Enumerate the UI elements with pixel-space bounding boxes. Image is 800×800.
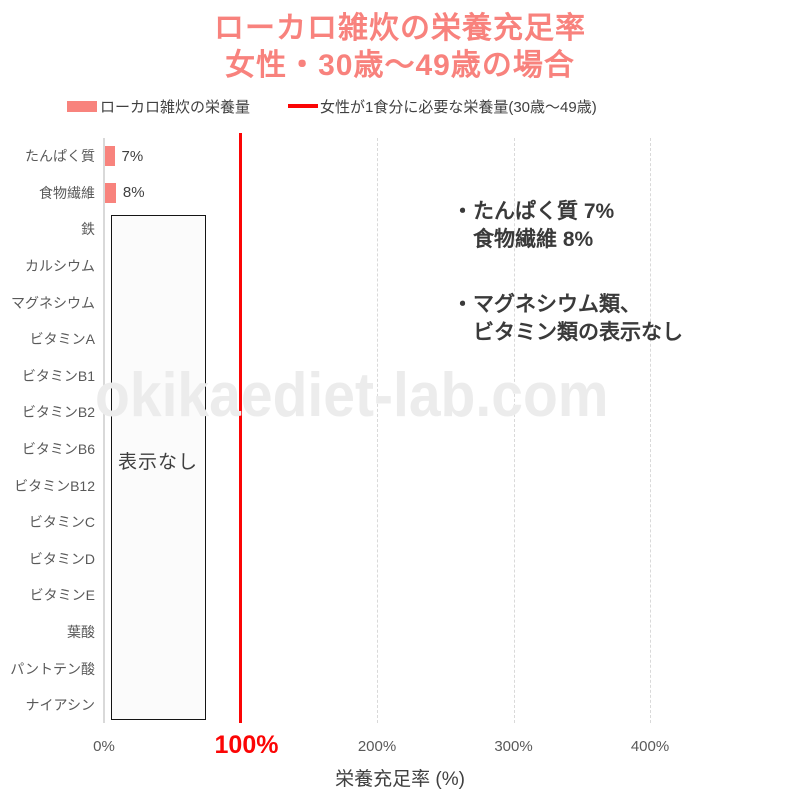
x-tick: 0% [93, 738, 115, 755]
chart-title-line-2: 女性・30歳〜49歳の場合 [225, 49, 575, 82]
y-axis-line [103, 138, 105, 723]
x-axis-title: 栄養充足率 (%) [335, 769, 465, 790]
bar-value-label: 8% [122, 184, 145, 202]
category-label: ビタミンB2 [21, 404, 95, 421]
bar [105, 182, 116, 203]
category-label: ビタミンE [29, 587, 95, 604]
category-label: ビタミンB6 [21, 441, 95, 458]
gridline [377, 138, 378, 723]
annotation-line: ビタミン類の表示なし [473, 321, 683, 344]
bar-value-label: 7% [121, 147, 144, 165]
category-label: ビタミンC [28, 514, 95, 531]
legend-label: 女性が1食分に必要な栄養量(30歳〜49歳) [320, 98, 597, 116]
bar [105, 146, 115, 167]
annotation-no-display: ・マグネシウム類、 ビタミン類の表示なし [452, 291, 683, 347]
watermark: okikaediet-lab.com [95, 361, 609, 430]
category-label: カルシウム [25, 258, 95, 275]
annotation-protein-fiber: ・たんぱく質 7% 食物繊維 8% [452, 198, 614, 254]
legend-item-product: ローカロ雑炊の栄養量 [67, 96, 250, 116]
category-label: ビタミンD [28, 550, 95, 567]
annotation-line: ・たんぱく質 7% [452, 200, 615, 223]
chart-title: ローカロ雑炊の栄養充足率 女性・30歳〜49歳の場合 [0, 10, 800, 84]
category-label: ビタミンA [29, 331, 95, 348]
no-data-box-fill [110, 215, 206, 720]
annotation-line: 食物繊維 8% [473, 228, 594, 251]
category-label: 食物繊維 [39, 184, 95, 201]
category-label: ビタミンB1 [21, 367, 95, 384]
bar-swatch-icon [67, 100, 97, 112]
category-label: ビタミンB12 [14, 477, 95, 494]
reference-line-100-percent [238, 133, 243, 723]
chart-title-line-1: ローカロ雑炊の栄養充足率 [214, 12, 586, 45]
line-swatch-icon [288, 104, 318, 108]
legend-label: ローカロ雑炊の栄養量 [100, 98, 251, 116]
legend-item-requirement: 女性が1食分に必要な栄養量(30歳〜49歳) [288, 96, 597, 116]
x-tick: 400% [630, 738, 670, 755]
x-tick: 300% [494, 738, 533, 755]
category-label: ナイアシン [25, 697, 95, 714]
category-label: マグネシウム [11, 294, 95, 311]
category-label: 葉酸 [67, 624, 95, 641]
category-label: たんぱく質 [25, 148, 95, 165]
annotation-line: ・マグネシウム類、 [452, 293, 641, 316]
category-label: パントテン酸 [10, 660, 95, 677]
category-label: 鉄 [81, 221, 95, 238]
x-tick: 200% [357, 738, 397, 755]
gridline [513, 138, 515, 723]
no-data-box: 表示なし [110, 215, 206, 720]
no-data-label: 表示なし [117, 451, 198, 473]
gridline [650, 138, 651, 723]
x-tick-100-highlight: 100% [214, 731, 279, 759]
chart-legend: ローカロ雑炊の栄養量 女性が1食分に必要な栄養量(30歳〜49歳) [0, 96, 800, 116]
